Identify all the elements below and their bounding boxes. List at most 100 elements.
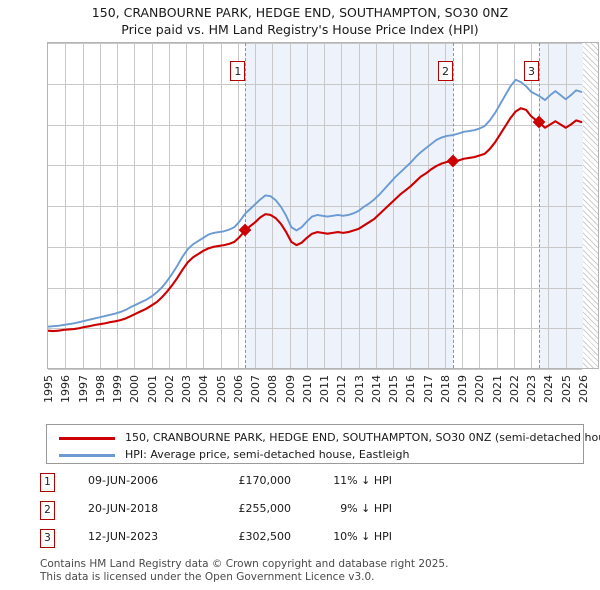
gridline-vertical (565, 43, 567, 368)
x-axis-tick-label: 2021 (490, 375, 504, 403)
legend-label-1: 150, CRANBOURNE PARK, HEDGE END, SOUTHAM… (125, 431, 600, 444)
gridline-vertical (358, 43, 360, 368)
x-axis-tick-label: 2001 (145, 375, 159, 403)
gridline-vertical (462, 43, 464, 368)
marker-box-2[interactable]: 2 (438, 61, 454, 81)
x-axis-tick-label: 2009 (283, 375, 297, 403)
gridline-horizontal (48, 328, 582, 330)
x-axis-tick-label: 2005 (214, 375, 228, 403)
page-title: 150, CRANBOURNE PARK, HEDGE END, SOUTHAM… (0, 4, 600, 38)
footer-line-2: This data is licensed under the Open Gov… (40, 570, 375, 583)
gridline-vertical (341, 43, 343, 368)
x-axis-tick-label: 2019 (456, 375, 470, 403)
x-axis-tick-label: 2025 (559, 375, 573, 403)
gridline-vertical (393, 43, 395, 368)
title-line-2: Price paid vs. HM Land Registry's House … (121, 22, 479, 37)
gridline-vertical (548, 43, 550, 368)
transaction-index-badge[interactable]: 2 (40, 501, 55, 520)
table-row[interactable]: 3 12-JUN-2023 £302,500 10% ↓ HPI (40, 528, 470, 556)
gridline-vertical (99, 43, 101, 368)
x-axis-tick-label: 2013 (352, 375, 366, 403)
x-axis-tick-label: 2014 (369, 375, 383, 403)
transaction-date: 20-JUN-2018 (88, 502, 159, 515)
x-axis-tick-label: 2007 (249, 375, 263, 403)
footer-attribution: Contains HM Land Registry data © Crown c… (40, 558, 580, 583)
gridline-vertical (289, 43, 291, 368)
x-axis-tick-label: 2006 (231, 375, 245, 403)
legend-item-1: 150, CRANBOURNE PARK, HEDGE END, SOUTHAM… (47, 429, 600, 447)
gridline-vertical (117, 43, 119, 368)
table-row[interactable]: 2 20-JUN-2018 £255,000 9% ↓ HPI (40, 500, 470, 528)
series-lines (48, 78, 583, 333)
x-axis-tick-label: 2000 (128, 375, 142, 403)
gridline-vertical (531, 43, 533, 368)
x-axis-tick-label: 2012 (335, 375, 349, 403)
gridline-vertical (82, 43, 84, 368)
x-axis-tick-label: 2026 (577, 375, 590, 403)
marker-box-1[interactable]: 1 (230, 61, 246, 81)
transaction-hpi-delta: 9% ↓ HPI (340, 502, 392, 515)
gridline-vertical (410, 43, 412, 368)
transaction-date: 12-JUN-2023 (88, 530, 159, 543)
transaction-index-badge[interactable]: 3 (40, 529, 55, 548)
hpi-average-line (48, 78, 583, 328)
table-row[interactable]: 1 09-JUN-2006 £170,000 11% ↓ HPI (40, 472, 470, 500)
x-axis-tick-label: 2022 (507, 375, 521, 403)
x-axis-tick-label: 1996 (59, 375, 73, 403)
gridline-horizontal (48, 43, 582, 44)
x-axis-labels: 1995 1996 1997 1998 1999 2000 2001 2002 2003 2004… (42, 375, 599, 425)
plot-canvas (47, 42, 583, 370)
gridline-vertical (324, 43, 326, 368)
x-axis-tick-label: 2004 (197, 375, 211, 403)
footer-line-1: Contains HM Land Registry data © Crown c… (40, 558, 449, 570)
gridline-horizontal (48, 246, 582, 248)
gridline-vertical (496, 43, 498, 368)
gridline-vertical (306, 43, 308, 368)
gridline-vertical (220, 43, 222, 368)
title-line-1: 150, CRANBOURNE PARK, HEDGE END, SOUTHAM… (91, 5, 509, 20)
gridline-vertical (255, 43, 257, 368)
x-axis-tick-label: 2010 (300, 375, 314, 403)
future-hatched-region (583, 42, 599, 369)
transaction-index-badge[interactable]: 1 (40, 473, 55, 492)
transaction-price: £170,000 (238, 474, 292, 487)
shaded-band-2 (538, 43, 583, 368)
gridline-horizontal (48, 124, 582, 126)
transaction-hpi-delta: 10% ↓ HPI (333, 530, 392, 543)
x-axis-tick-label: 2016 (404, 375, 418, 403)
gridline-horizontal (48, 165, 582, 167)
marker-box-3[interactable]: 3 (523, 61, 539, 81)
gridline-vertical (134, 43, 136, 368)
x-axis-tick-label: 2024 (542, 375, 556, 403)
gridline-vertical (375, 43, 377, 368)
chart-area: £0£50K£100K£150K£200K£250K£300K£350K£400… (0, 38, 600, 373)
transaction-date: 09-JUN-2006 (88, 474, 159, 487)
gridline-horizontal (48, 206, 582, 207)
x-axis-tick-label: 2011 (318, 375, 332, 403)
gridline-vertical (444, 43, 446, 368)
gridline-vertical (151, 43, 153, 368)
transaction-price: £302,500 (238, 530, 292, 543)
legend-label-2: HPI: Average price, semi-detached house,… (125, 448, 410, 461)
x-axis-tick-label: 2023 (525, 375, 539, 403)
legend-item-2: HPI: Average price, semi-detached house,… (47, 446, 583, 464)
transaction-price: £255,000 (238, 502, 292, 515)
transaction-hpi-delta: 11% ↓ HPI (333, 474, 392, 487)
gridline-horizontal (48, 287, 582, 289)
gridline-vertical (237, 43, 239, 368)
chart-legend: 150, CRANBOURNE PARK, HEDGE END, SOUTHAM… (46, 424, 600, 464)
transaction-vline-3 (538, 43, 540, 368)
x-axis-tick-label: 2008 (266, 375, 280, 403)
gridline-vertical (272, 43, 274, 368)
transactions-table: 1 09-JUN-2006 £170,000 11% ↓ HPI 2 20-JUN-201… (40, 472, 470, 556)
x-axis-tick-label: 1999 (111, 375, 125, 403)
gridline-vertical (186, 43, 188, 368)
gridline-vertical (513, 43, 515, 368)
x-axis-tick-label: 2018 (438, 375, 452, 403)
x-axis-tick-label: 2002 (162, 375, 176, 403)
transaction-vline-2 (453, 43, 455, 368)
x-axis-tick-label: 2020 (473, 375, 487, 403)
legend-swatch-1 (59, 437, 115, 440)
legend-swatch-2 (59, 454, 115, 457)
x-axis-tick-label: 2015 (387, 375, 401, 403)
